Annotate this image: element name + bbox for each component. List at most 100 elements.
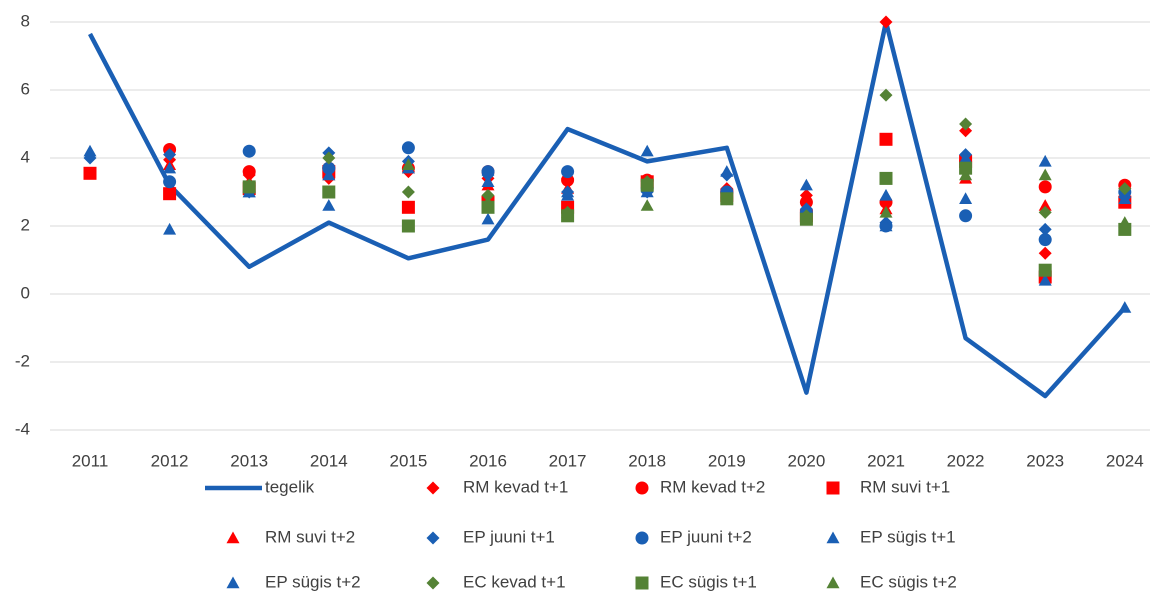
y-tick-label: 8: [21, 11, 30, 30]
triangle-marker: [322, 199, 336, 211]
square-marker: [83, 166, 97, 180]
diamond-marker: [426, 531, 440, 545]
triangle-marker: [561, 185, 575, 198]
diamond-marker: [879, 88, 893, 102]
y-tick-label: 6: [21, 79, 30, 98]
diamond-marker: [426, 576, 440, 590]
legend-label: tegelik: [265, 477, 315, 496]
circle-marker: [322, 161, 336, 175]
square-marker: [401, 200, 415, 214]
circle-marker: [163, 175, 177, 189]
triangle-marker: [826, 576, 840, 589]
legend-label: EC sügis t+1: [660, 572, 757, 591]
triangle-marker: [401, 158, 415, 170]
circle-marker: [401, 141, 415, 155]
triangle-marker: [1118, 192, 1132, 204]
x-tick-label: 2012: [151, 451, 189, 470]
circle-marker: [561, 165, 575, 179]
legend-label: EP juuni t+2: [660, 527, 752, 546]
square-marker: [879, 132, 893, 146]
circle-marker: [635, 531, 649, 545]
triangle-marker: [481, 195, 495, 208]
triangle-marker: [163, 161, 177, 174]
triangle-marker: [1038, 154, 1052, 167]
triangle-marker: [879, 219, 893, 232]
triangle-marker: [163, 222, 177, 235]
circle-marker: [1038, 180, 1052, 194]
square-marker: [242, 180, 256, 194]
triangle-marker: [1038, 199, 1052, 211]
x-tick-label: 2017: [549, 451, 587, 470]
square-marker: [640, 178, 654, 192]
circle-marker: [242, 165, 256, 179]
x-tick-label: 2013: [230, 451, 268, 470]
triangle-marker: [226, 531, 240, 544]
diamond-marker: [163, 148, 177, 162]
line-series: [88, 19, 1127, 399]
x-tick-label: 2022: [947, 451, 985, 470]
triangle-marker: [322, 168, 336, 181]
triangle-marker: [826, 531, 840, 544]
triangle-marker: [799, 178, 813, 191]
x-tick-label: 2015: [389, 451, 427, 470]
triangle-marker: [1038, 168, 1052, 181]
circle-marker: [959, 209, 973, 223]
triangle-marker: [561, 205, 575, 218]
square-marker: [322, 185, 336, 199]
legend-label: EP sügis t+1: [860, 527, 956, 546]
square-marker: [401, 219, 415, 233]
y-tick-label: 4: [21, 147, 30, 166]
square-marker: [959, 161, 973, 175]
diamond-marker: [959, 124, 973, 138]
triangle-marker: [959, 168, 973, 181]
circle-marker: [242, 144, 256, 158]
square-marker: [826, 481, 840, 495]
x-tick-label: 2021: [867, 451, 905, 470]
legend-label: RM kevad t+2: [660, 477, 765, 496]
diamond-marker: [1118, 182, 1132, 196]
triangle-marker: [879, 205, 893, 218]
triangle-marker: [1038, 273, 1052, 286]
triangle-marker: [481, 212, 495, 225]
diamond-marker: [322, 151, 336, 165]
triangle-marker: [720, 165, 734, 177]
triangle-marker: [959, 151, 973, 164]
x-tick-label: 2020: [787, 451, 825, 470]
legend-label: RM suvi t+2: [265, 527, 355, 546]
x-tick-label: 2019: [708, 451, 746, 470]
diamond-marker: [959, 117, 973, 131]
circle-marker: [1038, 233, 1052, 247]
y-tick-label: -4: [15, 419, 30, 438]
legend-label: EP sügis t+2: [265, 572, 361, 591]
legend-label: EP juuni t+1: [463, 527, 555, 546]
y-tick-label: -2: [15, 351, 30, 370]
diamond-marker: [1038, 246, 1052, 260]
square-marker: [635, 576, 649, 590]
x-tick-label: 2016: [469, 451, 507, 470]
square-marker: [1038, 263, 1052, 277]
diamond-marker: [879, 15, 893, 29]
x-tick-label: 2023: [1026, 451, 1064, 470]
x-tick-label: 2018: [628, 451, 666, 470]
triangle-marker: [226, 576, 240, 589]
triangle-marker: [640, 144, 654, 157]
circle-marker: [481, 165, 495, 179]
triangle-marker: [799, 202, 813, 215]
y-tick-label: 2: [21, 215, 30, 234]
triangle-marker: [83, 144, 97, 157]
triangle-marker: [1118, 301, 1132, 313]
diamond-marker: [426, 481, 440, 495]
triangle-marker: [640, 199, 654, 211]
x-tick-label: 2011: [72, 451, 109, 470]
x-tick-label: 2014: [310, 451, 348, 470]
diamond-marker: [401, 185, 415, 199]
triangle-marker: [799, 212, 813, 225]
triangle-marker: [720, 192, 734, 204]
legend-label: RM suvi t+1: [860, 477, 950, 496]
square-marker: [163, 187, 177, 201]
diamond-marker: [481, 188, 495, 202]
square-marker: [879, 171, 893, 185]
triangle-marker: [879, 188, 893, 201]
diamond-marker: [1038, 205, 1052, 219]
